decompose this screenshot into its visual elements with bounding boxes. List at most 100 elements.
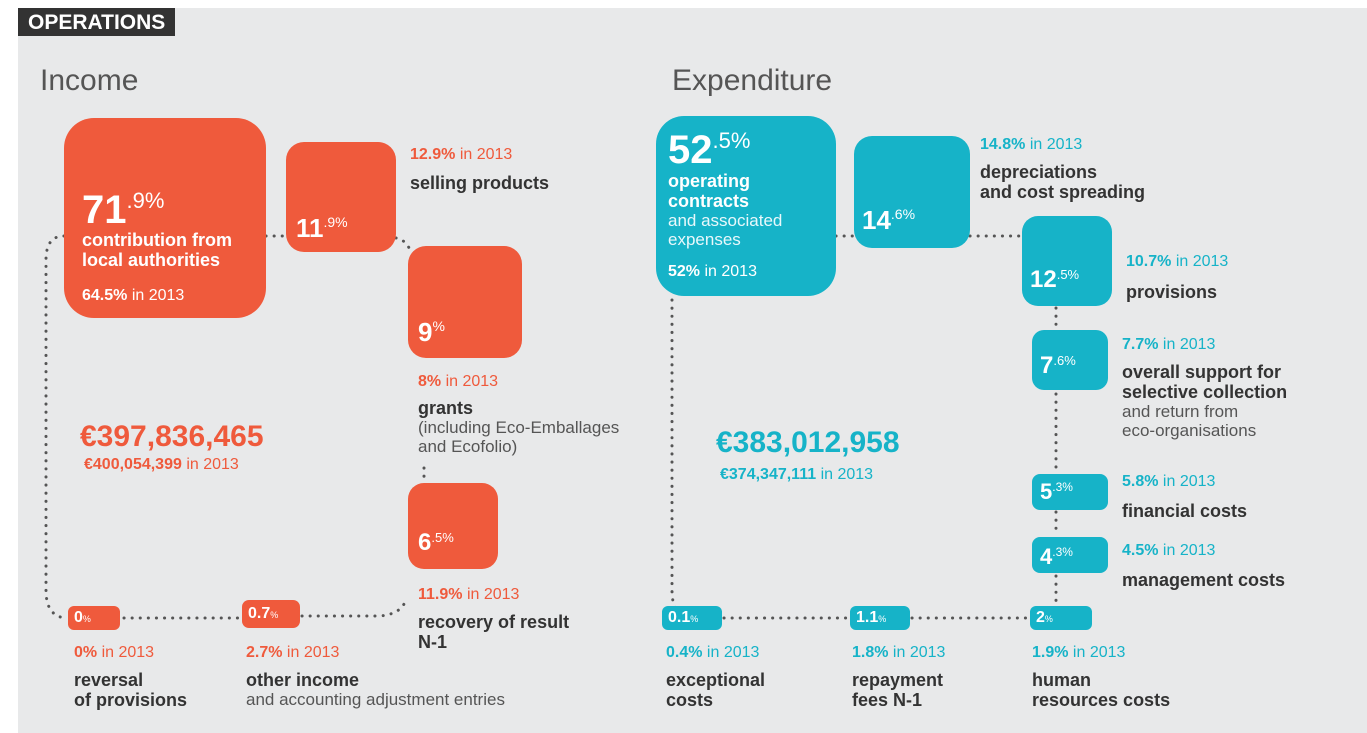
prev-suffix: in 2013 (1072, 644, 1126, 661)
item-box (850, 606, 910, 630)
share-main: 9 (418, 317, 433, 347)
share-decimal: % (82, 614, 91, 624)
item-box (1032, 474, 1108, 510)
item-box (242, 600, 300, 628)
prev-suffix: in 2013 (1175, 253, 1229, 270)
total-prev: €374,347,111 in 2013 (720, 466, 873, 484)
share-main: 1.1 (856, 609, 879, 626)
prev-suffix: in 2013 (1029, 136, 1083, 153)
item-prev: 2.7% in 2013 (246, 643, 339, 663)
prev-suffix: in 2013 (286, 644, 340, 661)
item-share: 6.5% (418, 531, 454, 555)
item-share: 7.6% (1040, 354, 1076, 378)
total-prev-value: €400,054,399 (84, 456, 182, 473)
label-bold: local authorities (82, 250, 221, 270)
item-prev: 0.4% in 2013 (666, 643, 759, 663)
label-normal: expenses (668, 230, 741, 249)
item-label: contribution from local authorities (82, 230, 232, 270)
item-prev: 0% in 2013 (74, 643, 154, 663)
share-main: 0.7 (248, 605, 271, 622)
item-label: overall support for selective collection a… (1122, 362, 1287, 440)
item-prev: 7.7% in 2013 (1122, 335, 1215, 355)
prev-suffix: in 2013 (706, 644, 760, 661)
label-bold: repayment (852, 670, 944, 690)
share-main: 11 (296, 213, 324, 243)
item-box (64, 118, 266, 318)
prev-value: 14.8% (980, 136, 1026, 153)
prev-value: 0% (74, 644, 98, 661)
item-label: provisions (1126, 282, 1217, 302)
total-prev: €400,054,399 in 2013 (84, 456, 239, 474)
item-share: 0.7% (248, 606, 278, 622)
item-share: 11.9% (296, 215, 348, 241)
share-decimal: .3% (1052, 480, 1073, 494)
label-bold: provisions (1126, 282, 1218, 302)
item-prev: 1.9% in 2013 (1032, 643, 1125, 663)
item-share: 52.5% (668, 128, 751, 171)
item-label: human resources costs (1032, 670, 1170, 710)
total-prev-suffix: in 2013 (186, 456, 239, 473)
prev-value: 4.5% (1122, 542, 1159, 559)
prev-suffix: in 2013 (445, 373, 499, 390)
label-bold: of provisions (74, 690, 188, 710)
item-box (1030, 606, 1092, 630)
item-label: exceptional costs (666, 670, 765, 710)
prev-suffix: in 2013 (1162, 336, 1216, 353)
prev-value: 2.7% (246, 644, 283, 661)
share-main: 6 (418, 529, 432, 556)
item-label: repayment fees N-1 (852, 670, 943, 710)
section-title: Income (40, 64, 139, 97)
item-label: grants (including Eco-Emballages and Ecofo… (418, 398, 619, 456)
item-share: 2% (1036, 610, 1053, 626)
label-bold: exceptional (666, 670, 766, 690)
share-decimal: .5% (431, 530, 454, 545)
label-bold: resources costs (1032, 690, 1171, 710)
item-label: operating contracts and associated expenses (668, 171, 782, 249)
prev-value: 5.8% (1122, 473, 1159, 490)
label-bold: depreciations (980, 162, 1098, 182)
item-box (408, 483, 498, 569)
label-bold: costs (666, 690, 714, 710)
share-main: 71 (82, 188, 127, 232)
prev-value: 64.5% (82, 287, 128, 304)
item-box (1022, 216, 1112, 306)
prev-value: 8% (418, 373, 442, 390)
share-main: 4 (1040, 544, 1053, 569)
share-decimal: .3% (1052, 545, 1073, 559)
label-bold: selective collection (1122, 382, 1288, 402)
share-decimal: .6% (890, 206, 916, 222)
prev-suffix: in 2013 (892, 644, 946, 661)
prev-value: 10.7% (1126, 253, 1172, 270)
share-decimal: % (1044, 614, 1053, 624)
item-share: 12.5% (1030, 268, 1079, 292)
item-label: reversal of provisions (74, 670, 187, 710)
label-bold: contribution from (82, 230, 232, 250)
share-decimal: .9% (126, 188, 165, 213)
label-normal: and return from (1122, 402, 1239, 421)
item-box (408, 246, 522, 358)
share-decimal: % (878, 614, 887, 624)
prev-suffix: in 2013 (1162, 473, 1216, 490)
section-title: Expenditure (672, 64, 833, 97)
item-box (662, 606, 722, 630)
share-main: 0 (74, 609, 83, 626)
label-bold: other income (246, 670, 360, 690)
item-prev: 12.9% in 2013 (410, 145, 512, 165)
prev-suffix: in 2013 (704, 263, 757, 280)
prev-value: 1.9% (1032, 644, 1069, 661)
item-prev: 10.7% in 2013 (1126, 252, 1228, 272)
share-decimal: % (432, 318, 445, 334)
share-main: 7 (1040, 352, 1054, 379)
prev-value: 1.8% (852, 644, 889, 661)
prev-value: 0.4% (666, 644, 703, 661)
item-label: financial costs (1122, 501, 1247, 521)
item-label: selling products (410, 173, 549, 193)
item-label: depreciations and cost spreading (980, 162, 1145, 202)
item-share: 1.1% (856, 610, 886, 626)
total: €383,012,958 (716, 426, 900, 459)
item-share: 0.1% (668, 610, 698, 626)
item-share: 4.3% (1040, 546, 1073, 568)
item-label: recovery of result N-1 (418, 612, 569, 652)
share-decimal: .5% (712, 128, 751, 153)
